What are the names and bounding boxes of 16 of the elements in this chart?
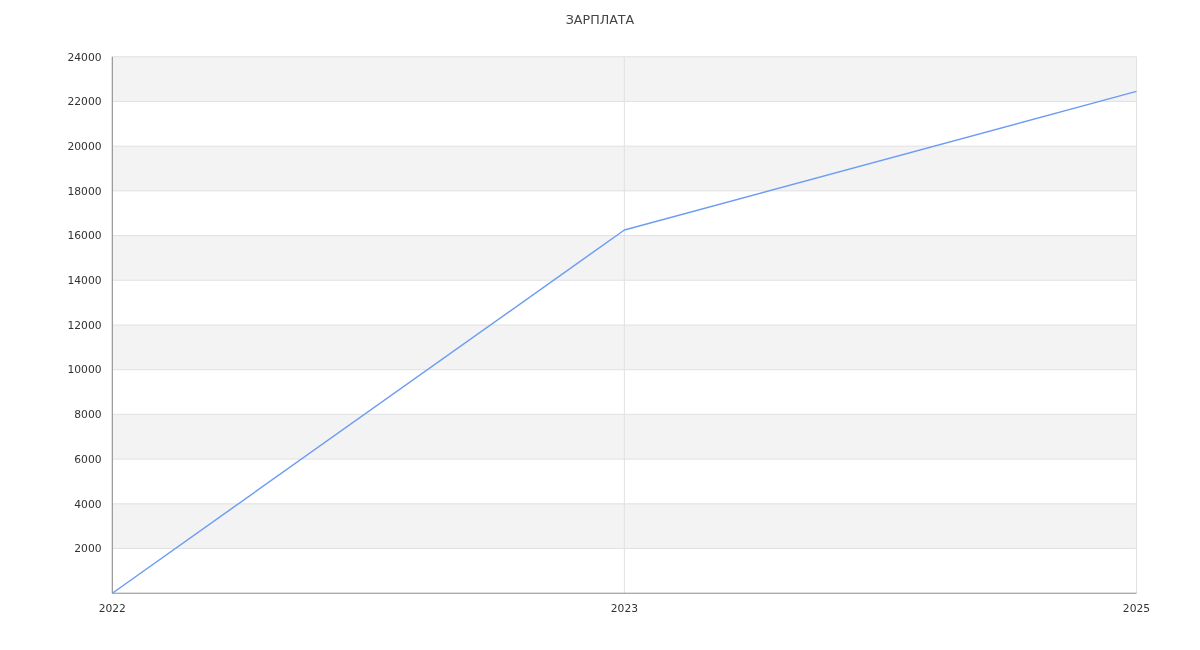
y-tick-label: 22000: [67, 95, 102, 109]
y-tick-label: 8000: [74, 408, 102, 422]
y-tick-label: 20000: [67, 139, 102, 153]
x-tick-label: 2023: [610, 601, 639, 615]
y-tick-label: 10000: [67, 363, 102, 377]
x-tick-label: 2022: [98, 601, 126, 615]
chart-title: ЗАРПЛАТА: [565, 11, 635, 27]
y-tick-label: 16000: [67, 229, 102, 243]
y-tick-label: 14000: [67, 274, 102, 288]
x-tick-label: 2025: [1122, 601, 1151, 615]
y-tick-label: 2000: [74, 542, 102, 556]
y-tick-label: 18000: [67, 184, 102, 198]
y-tick-label: 24000: [67, 50, 102, 64]
y-tick-label: 12000: [67, 318, 102, 332]
y-tick-label: 6000: [74, 452, 102, 466]
y-tick-label: 4000: [74, 497, 102, 511]
